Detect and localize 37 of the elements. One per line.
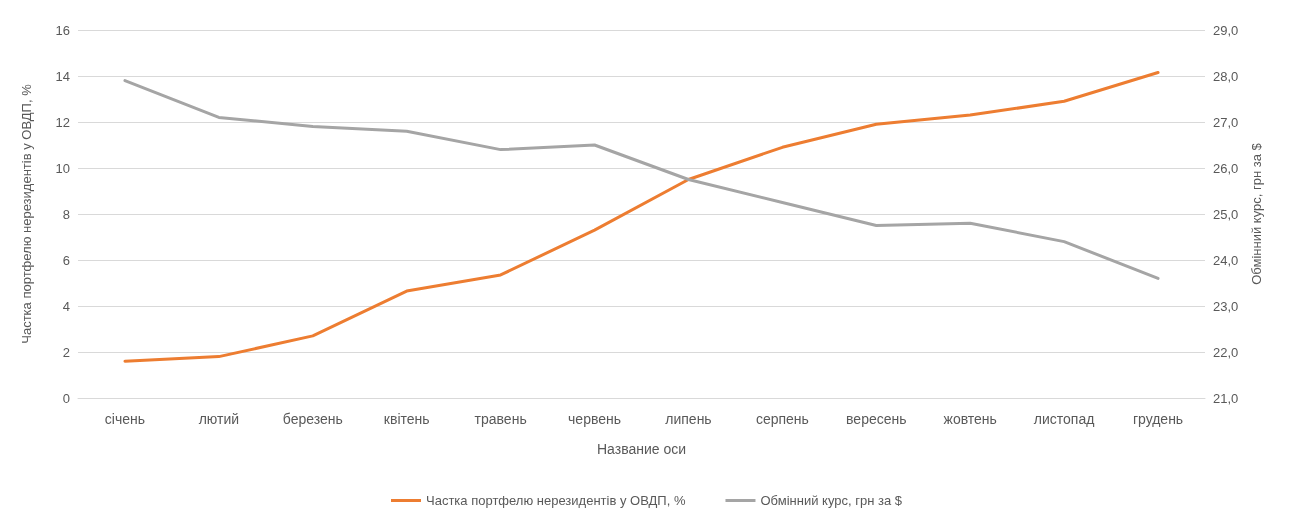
x-tick-label: квітень — [383, 411, 430, 427]
legend-label: Частка портфелю нерезидентів у ОВДП, % — [426, 493, 686, 508]
y2-tick-label: 28,0 — [1213, 68, 1239, 84]
y2-tick-label: 29,0 — [1213, 22, 1239, 38]
y2-tick-label: 26,0 — [1213, 160, 1239, 176]
x-axis-title: Название оси — [596, 441, 687, 457]
legend-label: Обмінний курс, грн за $ — [760, 493, 903, 508]
y-tick-label: 12 — [55, 114, 70, 130]
line-series — [123, 79, 1160, 280]
x-tick-label: січень — [104, 411, 146, 427]
y-axis-title: Частка портфелю нерезидентів у ОВДП, % — [19, 83, 34, 344]
x-tick-label: вересень — [846, 411, 907, 427]
y-tick-label: 14 — [55, 68, 70, 84]
x-tick-label: березень — [282, 411, 343, 427]
x-tick-label: травень — [474, 411, 527, 427]
y2-tick-label: 27,0 — [1213, 114, 1239, 130]
y-tick-label: 16 — [55, 22, 70, 38]
y2-tick-label: 22,0 — [1213, 344, 1239, 360]
y-tick-label: 0 — [62, 390, 70, 406]
y-tick-label: 10 — [55, 160, 70, 176]
y2-axis-title: Обмінний курс, грн за $ — [1249, 142, 1264, 285]
line-series — [123, 71, 1160, 363]
x-tick-label: лютий — [198, 411, 240, 427]
x-tick-label: липень — [665, 411, 712, 427]
y-tick-label: 6 — [62, 252, 70, 268]
y2-tick-label: 25,0 — [1213, 206, 1239, 222]
x-tick-label: листопад — [1033, 411, 1095, 427]
x-tick-label: серпень — [755, 411, 809, 427]
y-tick-label: 8 — [62, 206, 70, 222]
y-tick-label: 4 — [62, 298, 70, 314]
y2-tick-label: 21,0 — [1213, 390, 1239, 406]
y-tick-label: 2 — [62, 344, 70, 360]
x-tick-label: грудень — [1132, 411, 1184, 427]
y2-tick-label: 24,0 — [1213, 252, 1239, 268]
x-tick-label: жовтень — [943, 411, 997, 427]
x-tick-label: червень — [568, 411, 622, 427]
y2-tick-label: 23,0 — [1213, 298, 1239, 314]
